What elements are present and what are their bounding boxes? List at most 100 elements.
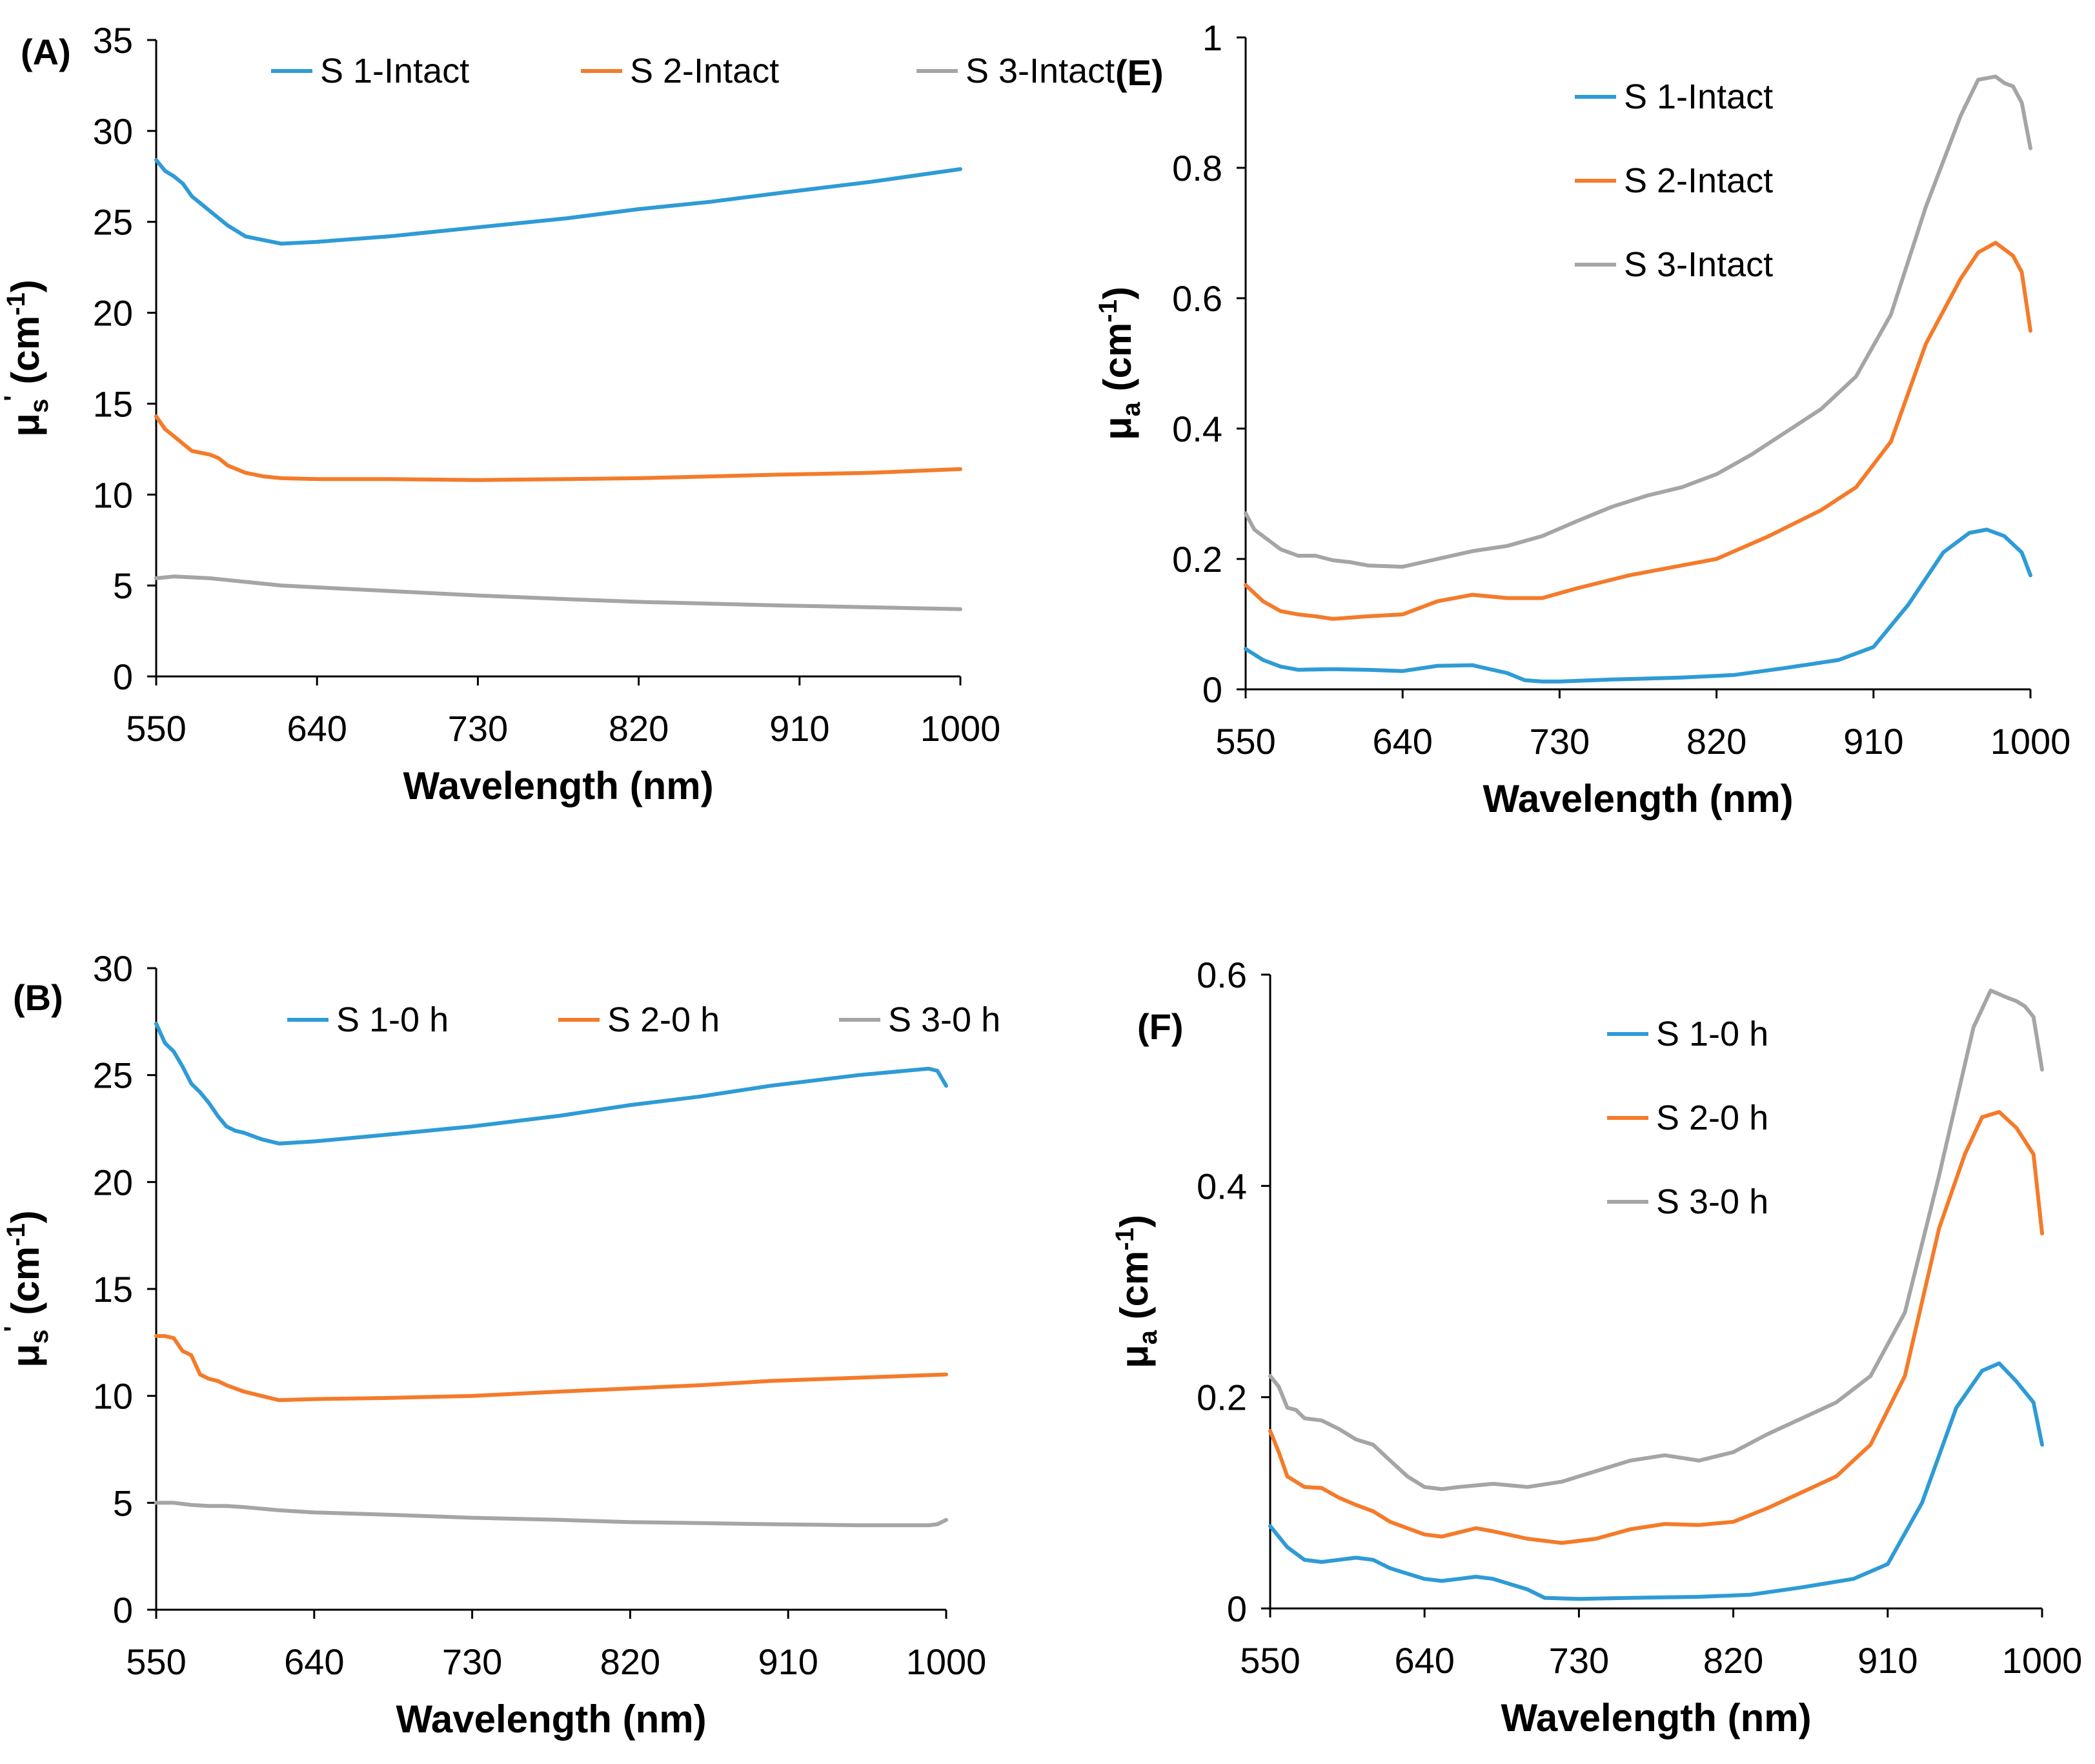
x-tick-label: 550 <box>126 1641 186 1682</box>
legend-label: S 1-0 h <box>1656 1015 1768 1053</box>
series-line-s-3-intact <box>1244 74 2032 569</box>
series-line-s-3-0-h <box>1268 988 2044 1492</box>
y-axis-label-mu: μ <box>4 413 47 437</box>
legend-label: S 3-0 h <box>1656 1182 1768 1221</box>
legend-item: S 3-Intact <box>1575 245 1773 284</box>
legend-item: S 1-0 h <box>1607 1015 1768 1053</box>
x-tick-label: 1000 <box>920 708 1001 749</box>
series-line-s-1-intact <box>1244 527 2032 684</box>
legend-label: S 1-Intact <box>320 52 469 90</box>
legend-label: S 3-0 h <box>888 1000 1000 1039</box>
y-tick-label: 35 <box>93 20 133 61</box>
y-tick-label: 0.6 <box>1197 955 1247 995</box>
y-axis-label-prime: ' <box>0 1326 28 1332</box>
legend: S 1-Intact S 2-Intact S 3-Intact <box>1575 77 1773 284</box>
y-axis-label-unit: (cm <box>4 316 47 395</box>
x-tick-label: 910 <box>1843 721 1903 762</box>
y-axis-label-unit-exponent: -1 <box>2 1223 30 1246</box>
y-axis-label-unit-exponent: -1 <box>2 292 30 316</box>
series-line-s-2-0-h <box>154 1333 948 1403</box>
y-axis-label: μs' (cm-1) <box>0 1210 54 1367</box>
x-tick-label: 640 <box>284 1641 344 1682</box>
x-tick-label: 910 <box>758 1641 818 1682</box>
legend-item: S 1-0 h <box>287 1000 449 1039</box>
x-tick-label: 910 <box>1857 1640 1918 1681</box>
y-tick-label: 0 <box>1202 669 1222 710</box>
y-tick-label: 1 <box>1202 17 1222 58</box>
y-axis-label-mu: μ <box>1113 1344 1156 1368</box>
y-tick-label: 25 <box>93 202 133 243</box>
series-line-s-1-0-h <box>154 1022 948 1146</box>
y-tick-label: 0.2 <box>1197 1377 1247 1418</box>
y-axis-label-mu: μ <box>4 1344 47 1368</box>
y-tick-label: 15 <box>93 383 133 424</box>
y-axis-label: μa (cm-1) <box>1111 1215 1162 1368</box>
legend-label: S 2-Intact <box>1624 161 1773 200</box>
legend-item: S 2-0 h <box>1607 1099 1768 1137</box>
y-tick-label: 10 <box>93 1376 133 1417</box>
y-tick-label: 30 <box>93 111 133 152</box>
legend-label: S 1-0 h <box>336 1000 449 1039</box>
y-axis-label-unit: (cm <box>1113 1251 1156 1330</box>
legend-label: S 2-Intact <box>630 52 779 90</box>
y-tick-label: 0.8 <box>1172 148 1222 188</box>
legend: S 1-0 h S 2-0 h S 3-0 h <box>287 1000 1000 1039</box>
x-tick-label: 550 <box>126 708 186 749</box>
chart-panel-f: 0 0.2 0.4 0.6 550 640 730 820 910 1000 Wavelength … <box>1111 955 2082 1739</box>
y-axis-label-close: ) <box>1096 287 1139 299</box>
y-tick-label: 20 <box>93 293 133 334</box>
y-tick-label: 5 <box>113 1483 133 1523</box>
panel-label: (F) <box>1137 1006 1184 1047</box>
x-tick-label: 640 <box>1394 1640 1454 1681</box>
y-axis-label-unit-exponent: -1 <box>1111 1228 1139 1251</box>
y-tick-label: 0.4 <box>1172 409 1222 449</box>
x-axis-label: Wavelength (nm) <box>1483 777 1793 820</box>
legend-item: S 3-Intact <box>916 52 1115 90</box>
panel-label: (E) <box>1115 52 1164 93</box>
y-tick-label: 0 <box>113 1590 133 1630</box>
y-axis-label-close: ) <box>4 279 47 292</box>
y-tick-label: 10 <box>93 474 133 515</box>
series-line-s-1-0-h <box>1268 1361 2044 1601</box>
x-tick-label: 550 <box>1240 1640 1300 1681</box>
legend: S 1-0 h S 2-0 h S 3-0 h <box>1607 1015 1768 1221</box>
series-line-s-1-intact <box>154 157 962 246</box>
chart-panel-b: 0 5 10 15 20 25 30 550 640 730 820 910 1000 Wavelengt… <box>0 948 1000 1741</box>
y-axis-label: μs' (cm-1) <box>0 279 54 436</box>
legend-item: S 1-Intact <box>271 52 469 90</box>
y-axis-label-close: ) <box>1113 1215 1156 1228</box>
x-axis-label: Wavelength (nm) <box>396 1698 706 1741</box>
legend-label: S 2-0 h <box>607 1000 720 1039</box>
y-axis-label-unit: (cm <box>4 1246 47 1326</box>
y-tick-label: 0.4 <box>1197 1166 1247 1206</box>
panel-label: (A) <box>21 32 71 72</box>
x-tick-label: 640 <box>287 708 347 749</box>
y-tick-label: 0 <box>113 656 133 697</box>
x-axis-label: Wavelength (nm) <box>1501 1696 1811 1739</box>
series-line-s-3-intact <box>154 574 962 611</box>
x-tick-label: 1000 <box>1990 721 2071 762</box>
legend-item: S 2-Intact <box>1575 161 1773 200</box>
legend-item: S 3-0 h <box>839 1000 1000 1039</box>
x-tick-label: 730 <box>1530 721 1590 762</box>
y-tick-label: 25 <box>93 1055 133 1096</box>
legend-item: S 3-0 h <box>1607 1182 1768 1221</box>
x-tick-label: 820 <box>1703 1640 1763 1681</box>
legend-label: S 3-Intact <box>1624 245 1773 284</box>
x-tick-label: 730 <box>442 1641 502 1682</box>
legend: S 1-Intact S 2-Intact S 3-Intact <box>271 52 1115 90</box>
y-tick-label: 20 <box>93 1162 133 1202</box>
y-tick-label: 0.6 <box>1172 278 1222 319</box>
x-tick-label: 820 <box>609 708 669 749</box>
y-tick-label: 5 <box>113 565 133 606</box>
y-tick-label: 15 <box>93 1269 133 1310</box>
y-axis-label-prime: ' <box>0 395 28 401</box>
y-axis-label-close: ) <box>4 1210 47 1223</box>
y-axis-label-unit: (cm <box>1096 323 1139 402</box>
series-line-s-2-intact <box>154 414 962 482</box>
y-axis-label-mu: μ <box>1096 416 1139 440</box>
y-axis-label: μa (cm-1) <box>1094 287 1146 440</box>
x-axis-label: Wavelength (nm) <box>403 764 713 807</box>
legend-item: S 1-Intact <box>1575 77 1773 116</box>
